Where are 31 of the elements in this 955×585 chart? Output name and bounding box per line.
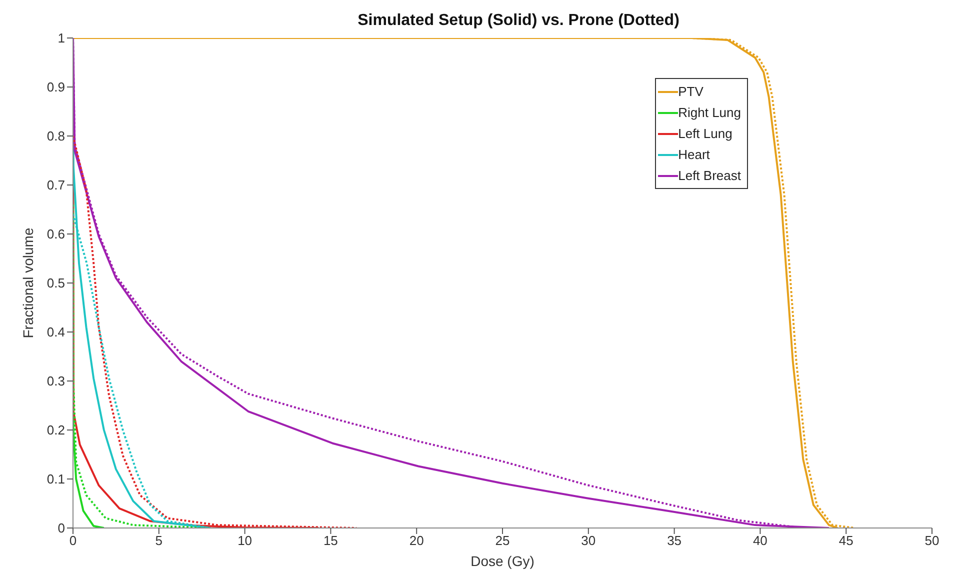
x-tick-label: 5	[155, 533, 163, 548]
y-tick-label: 0.6	[46, 226, 65, 242]
legend-label: PTV	[678, 84, 704, 99]
x-tick-label: 40	[752, 533, 768, 548]
x-tick-label: 20	[409, 533, 424, 548]
y-tick-label: 0.9	[46, 80, 65, 95]
y-tick-label: 0.4	[46, 324, 65, 340]
y-tick-label: 1	[58, 30, 65, 46]
y-axis-title: Fractional volume	[20, 228, 36, 338]
x-axis-title: Dose (Gy)	[470, 553, 534, 569]
legend-label: Heart	[678, 147, 710, 162]
legend-label: Left Breast	[678, 168, 741, 183]
x-tick-label: 45	[838, 533, 854, 548]
y-tick-label: 0.2	[46, 422, 65, 438]
x-tick-label: 25	[495, 533, 510, 548]
legend-label: Left Lung	[678, 126, 732, 141]
y-tick-label: 0.1	[46, 472, 65, 487]
line-series	[73, 135, 358, 528]
legend-label: Right Lung	[678, 105, 741, 120]
y-tick-label: 0.3	[46, 374, 65, 389]
chart-title: Simulated Setup (Solid) vs. Prone (Dotted)	[356, 12, 680, 30]
y-tick-label: 0.7	[46, 178, 65, 193]
y-tick-label: 0	[58, 520, 65, 536]
x-tick-label: 0	[69, 533, 77, 548]
x-tick-label: 50	[924, 533, 940, 548]
x-tick-label: 15	[323, 533, 338, 548]
y-tick-label: 0.8	[46, 128, 65, 144]
x-tick-label: 35	[667, 533, 682, 548]
x-tick-label: 10	[238, 533, 252, 548]
y-tick-label: 0.5	[46, 276, 65, 291]
x-tick-label: 30	[581, 533, 596, 548]
